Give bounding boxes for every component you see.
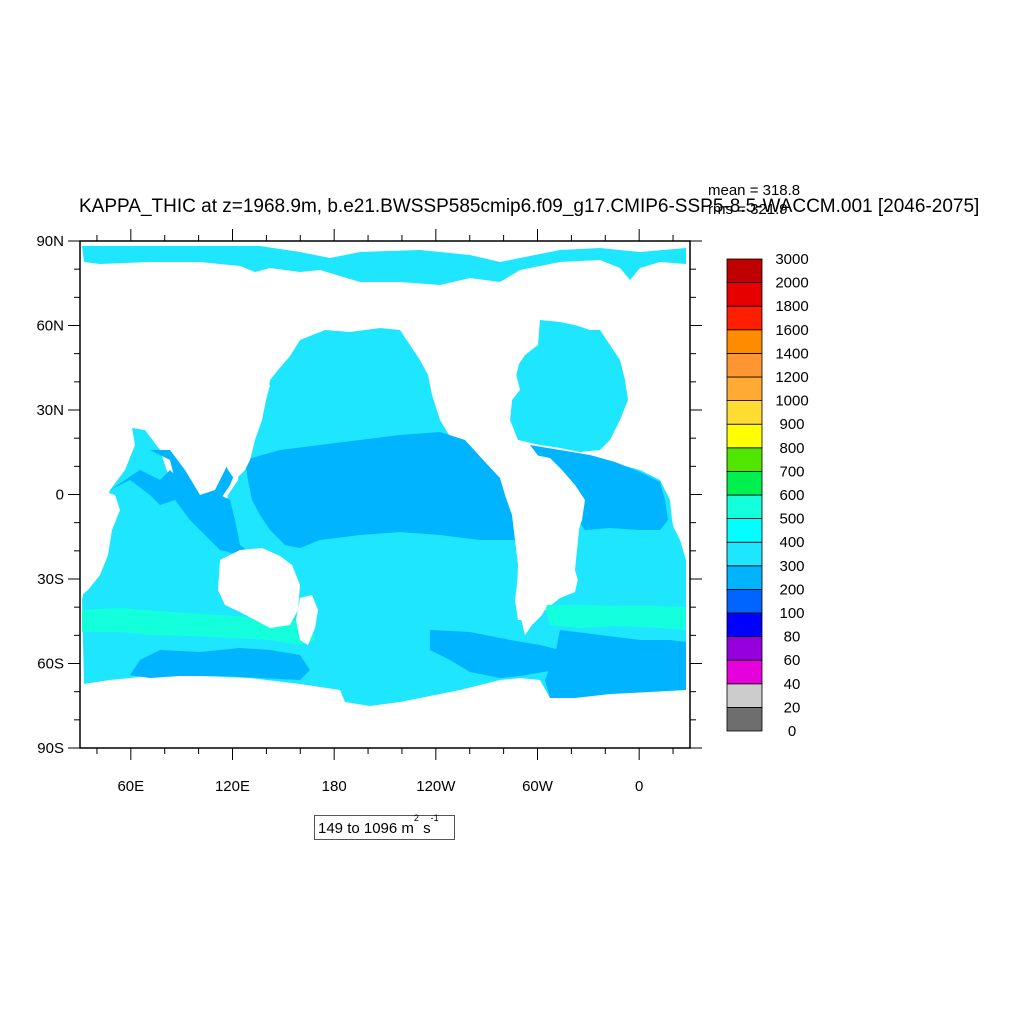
colorbar-swatch [726,659,763,685]
x-tick-label: 120W [416,778,456,795]
colorbar-swatch [726,612,763,638]
land-asia-indonesia [180,380,270,480]
band-drake-south [545,630,686,698]
land-africa [82,492,120,595]
x-tick-label: 60E [117,778,144,795]
range-label-mid: s [418,820,431,837]
x-tick-label: 180 [322,778,347,795]
colorbar-swatch [726,470,763,496]
range-label-exp2: -1 [430,813,439,823]
band-indian-north [150,448,240,520]
colorbar-level-label: 1600 [775,322,808,339]
colorbar-level-label: 600 [779,487,804,504]
y-tick-label: 90N [36,233,64,250]
colorbar-level-label: 1800 [775,298,808,315]
colorbar-level-label: 3000 [775,251,808,268]
band-atlantic-tropical [530,445,668,530]
map-plot-area [80,241,690,748]
axis-tick-labels: 60E 120E 180 120W 60W 0 90N 60N 30N 0 30S 60S 90S [36,233,643,795]
colorbar-swatch [726,494,763,520]
colorbar-level-label: 700 [779,463,804,480]
colorbar-level-label: 900 [779,416,804,433]
colorbar-swatch [726,282,763,307]
colorbar-swatch [726,707,763,732]
band-acc-indian [82,608,315,645]
colorbar-swatch [726,683,763,708]
colorbar-swatch [726,376,763,402]
axis-ticks [68,229,702,760]
colorbar-level-label: 200 [779,581,804,598]
colorbar-level-label: 100 [779,605,804,622]
land-south-america [500,455,585,635]
colorbar-swatch [726,329,763,354]
colorbar-level-label: 20 [784,699,801,716]
mean-stat: mean = 318.8 [708,182,801,199]
y-tick-label: 0 [56,487,64,504]
y-tick-label: 60N [36,318,64,335]
colorbar-level-label: 300 [779,558,804,575]
ocean-atlantic [510,320,628,452]
plot-title: KAPPA_THIC at z=1968.9m, b.e21.BWSSP585c… [79,196,980,217]
colorbar-level-label: 2000 [775,275,808,292]
band-australia-south [130,648,310,680]
y-tick-label: 60S [37,656,64,673]
x-tick-label: 60W [522,778,554,795]
colorbar-level-label: 0 [788,723,796,740]
land-new-zealand [296,595,318,645]
range-label-box [314,815,455,840]
range-label-exp1: 2 [413,813,419,823]
colorbar-swatch [726,636,763,661]
colorbar-level-label: 40 [784,676,801,693]
land-australia [218,548,300,628]
range-label-text: 149 to 1096 m [318,820,414,837]
colorbar-level-label: 500 [779,511,804,528]
band-indian-tropical [110,470,260,560]
colorbar-swatch [726,518,763,543]
colorbar-level-label: 1400 [775,345,808,362]
colorbar-level-label: 60 [784,652,801,669]
colorbar-swatch [726,589,763,614]
colorbar-swatch [726,541,763,567]
rms-stat: rms = 321.9 [708,201,788,218]
colorbar-level-label: 800 [779,440,804,457]
colorbar-swatch [726,352,763,378]
x-tick-label: 0 [635,778,643,795]
land-north-america-west [410,330,520,450]
range-label: 149 to 1096 m2 s-1 [318,814,439,837]
y-tick-label: 30N [36,402,64,419]
x-tick-label: 120E [215,778,250,795]
colorbar-swatch [726,305,763,331]
colorbar-swatch [726,423,763,449]
colorbar-swatch [726,447,763,472]
ocean-arctic [82,246,686,285]
colorbar-swatch [726,258,763,284]
colorbar-swatch [726,565,763,590]
band-south-pacific-east [430,630,560,678]
y-tick-label: 90S [37,740,64,757]
y-tick-label: 30S [37,571,64,588]
band-pacific-tropical [245,432,515,548]
colorbar: 0 20 40 60 80 100 200 300 400 500 600 700 800 900 1000… [726,251,809,740]
colorbar-level-label: 80 [784,629,801,646]
colorbar-swatch [726,400,763,425]
colorbar-level-label: 1200 [775,369,808,386]
colorbar-level-label: 400 [779,534,804,551]
band-acc-atlantic [545,605,686,630]
colorbar-level-label: 1000 [775,393,808,410]
